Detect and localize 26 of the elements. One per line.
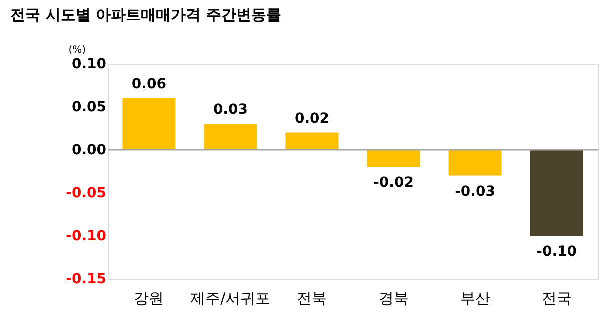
bar (367, 150, 420, 168)
data-label: 0.06 (132, 76, 166, 92)
bar (530, 150, 584, 236)
y-tick-label: 0.05 (72, 100, 106, 116)
bar (122, 98, 176, 150)
y-tick-label: 0.00 (72, 142, 107, 158)
data-label: 0.03 (213, 102, 248, 118)
x-tick-label: 부산 (460, 290, 490, 308)
data-label: -0.03 (455, 184, 496, 200)
x-tick-label: 강원 (134, 290, 164, 308)
x-tick-label: 제주/서귀포 (190, 290, 271, 308)
x-tick-label: 경북 (378, 290, 409, 308)
chart-title: 전국 시도별 아파트매매가격 주간변동률 (10, 6, 282, 24)
x-tick-label: 전북 (297, 290, 328, 308)
data-label: 0.02 (294, 110, 330, 127)
data-label: -0.02 (374, 175, 414, 192)
y-tick-label: 0.10 (72, 56, 107, 72)
bar (286, 132, 339, 150)
bar (204, 124, 258, 150)
data-label: -0.10 (536, 244, 578, 260)
x-tick-label: 전국 (542, 290, 572, 308)
y-tick-label: -0.15 (66, 272, 106, 288)
y-axis-title: (%) (68, 45, 86, 56)
bar (448, 150, 502, 176)
y-tick-label: -0.05 (66, 186, 106, 202)
y-tick-label: -0.10 (66, 228, 107, 244)
